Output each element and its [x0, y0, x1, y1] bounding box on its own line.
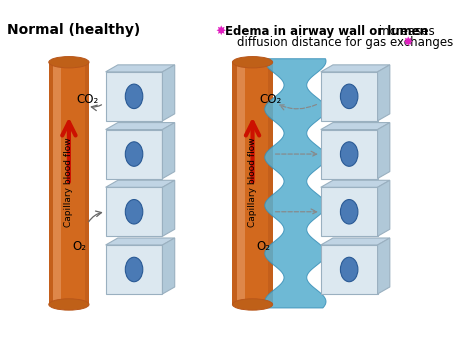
Polygon shape — [106, 187, 163, 236]
Text: diffusion distance for gas exchanges: diffusion distance for gas exchanges — [237, 36, 453, 48]
Ellipse shape — [49, 57, 89, 68]
Text: O₂: O₂ — [256, 240, 270, 253]
Polygon shape — [106, 180, 175, 187]
Ellipse shape — [125, 200, 143, 224]
Polygon shape — [106, 238, 175, 245]
Polygon shape — [378, 238, 390, 294]
Ellipse shape — [340, 200, 358, 224]
Polygon shape — [321, 122, 390, 130]
Polygon shape — [53, 62, 61, 304]
Polygon shape — [232, 62, 237, 304]
Polygon shape — [49, 62, 89, 304]
Polygon shape — [163, 180, 175, 236]
Text: Edema in airway wall or lumen: Edema in airway wall or lumen — [225, 25, 428, 38]
Polygon shape — [378, 65, 390, 121]
Text: Capillary blood flow: Capillary blood flow — [248, 137, 257, 227]
Polygon shape — [321, 238, 390, 245]
Polygon shape — [321, 180, 390, 187]
Ellipse shape — [340, 257, 358, 282]
Polygon shape — [265, 59, 326, 308]
Ellipse shape — [125, 84, 143, 108]
Text: Capillary blood flow: Capillary blood flow — [64, 137, 73, 227]
Ellipse shape — [340, 84, 358, 108]
Polygon shape — [106, 245, 163, 294]
Text: CO₂: CO₂ — [260, 93, 282, 106]
Text: CO₂: CO₂ — [76, 93, 98, 106]
Polygon shape — [49, 62, 53, 304]
Ellipse shape — [125, 257, 143, 282]
Ellipse shape — [125, 142, 143, 166]
Polygon shape — [378, 122, 390, 178]
Polygon shape — [85, 62, 89, 304]
Polygon shape — [321, 187, 378, 236]
Polygon shape — [268, 62, 273, 304]
Polygon shape — [163, 65, 175, 121]
Polygon shape — [106, 130, 163, 178]
Text: O₂: O₂ — [73, 240, 86, 253]
Polygon shape — [321, 245, 378, 294]
Polygon shape — [106, 65, 175, 72]
Text: ✸: ✸ — [399, 36, 413, 48]
Polygon shape — [232, 62, 273, 304]
Polygon shape — [106, 122, 175, 130]
Text: ✸: ✸ — [216, 25, 226, 38]
Polygon shape — [378, 180, 390, 236]
Polygon shape — [163, 122, 175, 178]
Polygon shape — [237, 62, 245, 304]
Text: Normal (healthy): Normal (healthy) — [7, 23, 140, 37]
Polygon shape — [321, 72, 378, 121]
Ellipse shape — [232, 299, 273, 310]
Ellipse shape — [49, 299, 89, 310]
Text: increases: increases — [375, 25, 435, 38]
Polygon shape — [321, 130, 378, 178]
Polygon shape — [321, 65, 390, 72]
Ellipse shape — [232, 57, 273, 68]
Polygon shape — [106, 72, 163, 121]
Ellipse shape — [340, 142, 358, 166]
Polygon shape — [163, 238, 175, 294]
